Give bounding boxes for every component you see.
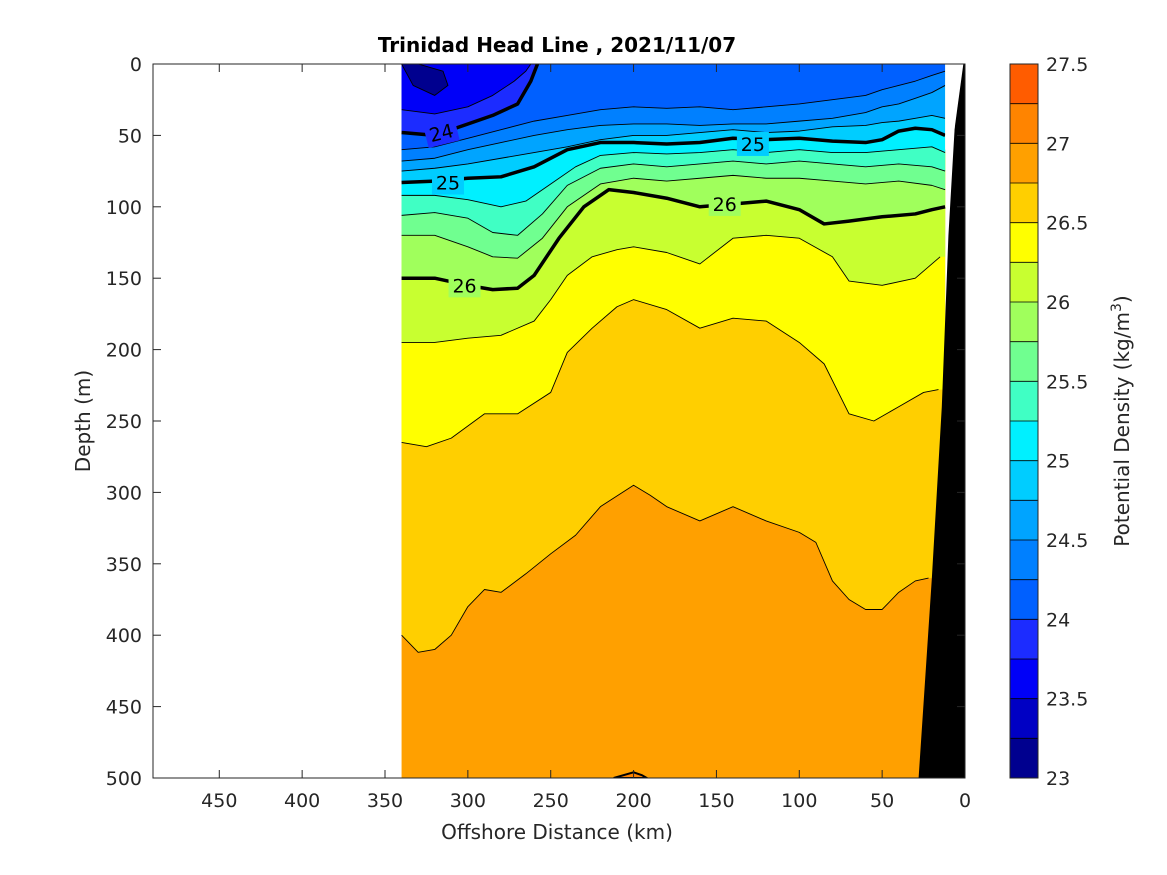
colorbar-swatch <box>1010 698 1038 739</box>
colorbar-swatch <box>1010 262 1038 302</box>
contour-label-25-1: 25 <box>736 131 769 156</box>
contour-fills <box>401 64 946 778</box>
contour-label-25-2: 25 <box>431 170 464 195</box>
x-tick-label: 0 <box>959 790 971 812</box>
contour-label-bg <box>736 131 769 156</box>
y-tick-label: 50 <box>118 125 142 147</box>
colorbar-swatch <box>1010 460 1038 501</box>
contour-line-26.25 <box>401 234 941 343</box>
colorbar-swatch <box>1010 302 1038 342</box>
y-tick-label: 300 <box>106 482 142 504</box>
colorbar-label-close: ) <box>1110 295 1134 303</box>
colorbar-swatch <box>1010 143 1038 183</box>
chart-title: Trinidad Head Line , 2021/11/07 <box>378 33 736 57</box>
x-tick-label: 100 <box>781 790 817 812</box>
colorbar-label-superscript: 3 <box>1109 303 1125 312</box>
colorbar-swatch <box>1010 500 1038 540</box>
contour-line-26.5 <box>401 299 939 448</box>
colorbar-swatch <box>1010 540 1038 580</box>
contour-line-24.75 <box>401 114 946 172</box>
x-tick-label: 400 <box>284 790 320 812</box>
contour-line-25.5 <box>401 160 946 236</box>
y-tick-label: 500 <box>106 768 142 790</box>
colorbar-tick-label: 24.5 <box>1046 530 1088 552</box>
contour-line-24.25 <box>401 70 946 151</box>
seafloor-mask <box>918 64 965 778</box>
x-tick-label: 50 <box>870 790 894 812</box>
colorbar: 23 23.5 24 24.5 25 25.5 26 26.5 27 27.5 <box>1009 54 1088 790</box>
colorbar-swatch <box>1010 103 1038 144</box>
y-tick-label: 400 <box>106 625 142 647</box>
contour-label-bg <box>431 170 464 195</box>
colorbar-tick-label: 26 <box>1046 292 1070 314</box>
colorbar-swatch <box>1010 421 1038 461</box>
colorbar-tick-label: 24 <box>1046 609 1070 631</box>
y-tick-label: 350 <box>106 554 142 576</box>
x-axis-label: Offshore Distance (km) <box>441 820 673 844</box>
contour-lines <box>401 64 965 778</box>
contour-line-25 <box>401 126 946 185</box>
colorbar-swatch <box>1010 738 1038 778</box>
colorbar-tick-label: 23 <box>1046 768 1070 790</box>
contour-line-25.75 <box>401 174 946 259</box>
x-tick-label: 150 <box>698 790 734 812</box>
x-axis: 450 400 350 300 250 200 150 100 50 0 <box>201 64 971 812</box>
colorbar-swatch <box>1010 222 1038 263</box>
contour-label-text: 26 <box>452 275 476 297</box>
y-tick-label: 100 <box>106 197 142 219</box>
x-tick-label: 350 <box>367 790 403 812</box>
contour-line-23.25 <box>401 64 449 96</box>
contour-label-text: 25 <box>741 134 765 156</box>
no-data-sliver <box>945 64 964 150</box>
y-tick-label: 200 <box>106 340 142 362</box>
y-tick-label: 450 <box>106 697 142 719</box>
colorbar-swatch <box>1010 659 1038 699</box>
colorbar-tick-label: 23.5 <box>1046 689 1088 711</box>
colorbar-tick-label: 27.5 <box>1046 54 1088 76</box>
contour-label-bg <box>708 191 741 216</box>
colorbar-tick-label: 27 <box>1046 133 1070 155</box>
y-tick-label: 0 <box>130 54 142 76</box>
x-tick-label: 200 <box>615 790 651 812</box>
y-axis-label: Depth (m) <box>71 370 95 472</box>
contour-label-26-3: 26 <box>708 191 741 216</box>
x-tick-label: 300 <box>450 790 486 812</box>
colorbar-swatch <box>1010 381 1038 421</box>
y-tick-label: 250 <box>106 411 142 433</box>
contour-line-23.75 <box>401 64 532 115</box>
colorbar-label: Potential Density (kg/m3) <box>1109 295 1134 546</box>
colorbar-swatch <box>1010 341 1038 382</box>
x-tick-label: 450 <box>201 790 237 812</box>
colorbar-swatch <box>1010 579 1038 620</box>
colorbar-tick-label: 25.5 <box>1046 371 1088 393</box>
band-fill-24 <box>401 64 946 150</box>
x-tick-label: 250 <box>533 790 569 812</box>
y-axis: 0 50 100 150 200 250 300 350 400 450 500 <box>106 54 965 790</box>
y-tick-label: 150 <box>106 268 142 290</box>
contour-label-text: 26 <box>713 194 737 216</box>
colorbar-tick-label: 25 <box>1046 451 1070 473</box>
colorbar-swatch <box>1010 64 1038 104</box>
contour-line-26 <box>401 187 946 292</box>
colorbar-label-main: Potential Density (kg/m <box>1110 312 1134 547</box>
contour-line-24.5 <box>401 85 946 162</box>
contour-label-26-4: 26 <box>448 273 481 298</box>
colorbar-tick-label: 26.5 <box>1046 213 1088 235</box>
colorbar-swatch <box>1010 619 1038 659</box>
contour-label-bg <box>448 273 481 298</box>
contour-line-25.25 <box>401 146 946 208</box>
colorbar-frame <box>1009 63 1039 779</box>
contour-line-26.75 <box>401 484 929 653</box>
contour-label-text: 25 <box>436 173 460 195</box>
contour-label-bg <box>422 117 460 149</box>
colorbar-swatch <box>1010 183 1038 223</box>
small-dense-patch <box>613 771 649 778</box>
